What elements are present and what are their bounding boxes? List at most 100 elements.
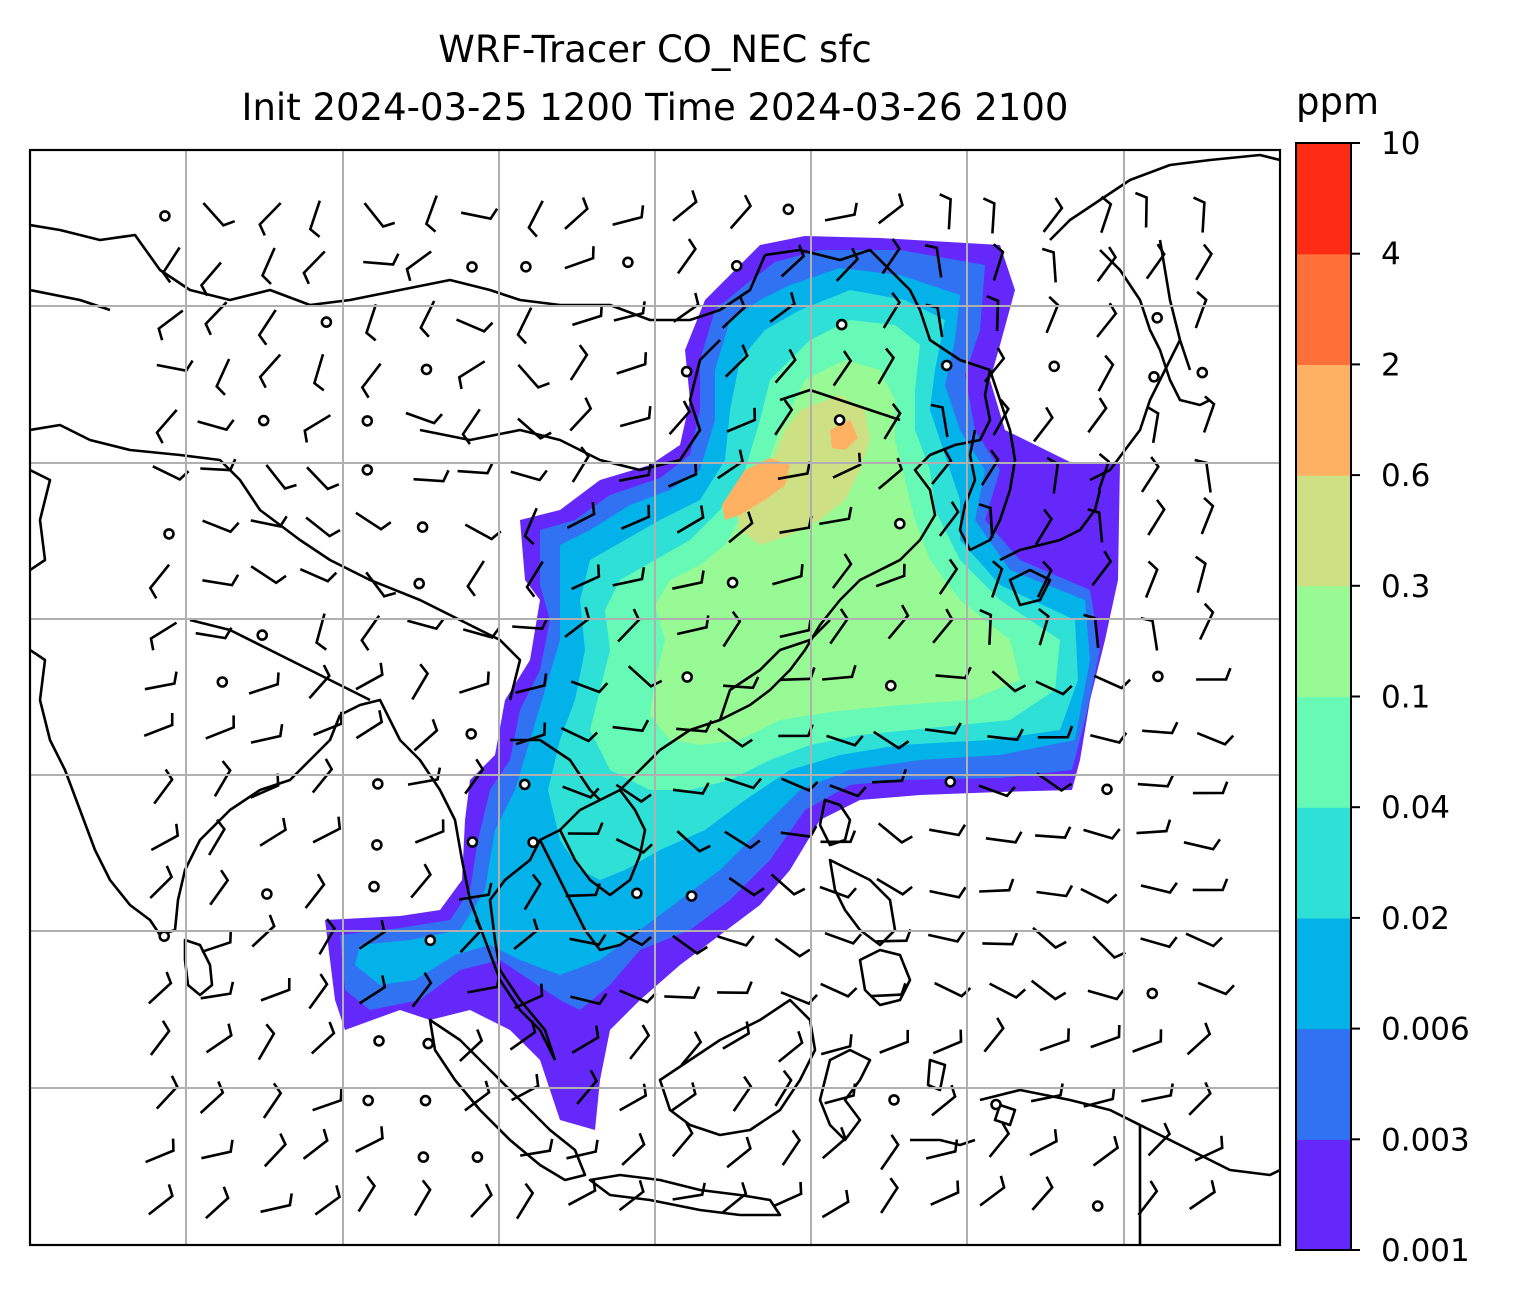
wind-barb — [202, 202, 236, 227]
wind-barb — [260, 247, 276, 285]
wind-barb — [205, 1023, 233, 1054]
wind-barb — [567, 1178, 597, 1206]
wind-barb — [560, 726, 599, 743]
wind-barb — [363, 202, 396, 229]
wind-barb — [1194, 1135, 1224, 1162]
wind-barb — [672, 782, 710, 795]
wind-barb — [1035, 826, 1072, 839]
wind-barb — [305, 516, 341, 538]
wind-barb — [161, 246, 181, 284]
calm-wind-marker — [361, 464, 374, 476]
wind-barb — [1037, 725, 1074, 739]
wind-barb — [312, 353, 325, 392]
calm-wind-marker — [216, 676, 229, 688]
calm-wind-marker — [422, 1037, 435, 1050]
wind-barb — [145, 1138, 175, 1164]
wind-barb — [1097, 452, 1111, 491]
wind-barb — [1089, 731, 1128, 744]
wind-barb — [466, 560, 485, 597]
wind-barb — [871, 982, 907, 998]
wind-barb — [774, 399, 794, 436]
calm-wind-marker — [681, 671, 694, 683]
wind-barb — [565, 883, 601, 898]
wind-barb — [978, 503, 994, 538]
wind-barb — [983, 1017, 1005, 1053]
wind-barb — [728, 876, 765, 897]
wind-barb — [523, 873, 542, 911]
wind-barb — [979, 608, 993, 645]
wind-barb — [519, 1138, 554, 1157]
wind-barb — [250, 515, 288, 528]
wind-barb — [1140, 936, 1178, 949]
wind-barb — [1134, 191, 1148, 228]
wind-barb — [672, 934, 709, 955]
wind-barb — [413, 469, 450, 483]
wind-barb — [213, 760, 232, 797]
wind-barb — [1196, 731, 1235, 746]
wind-barb — [1083, 1086, 1116, 1108]
wind-barb — [1188, 1180, 1216, 1211]
wind-barb — [149, 865, 174, 899]
wind-barb — [877, 822, 913, 844]
wind-barb — [315, 613, 328, 651]
wind-barb — [769, 291, 796, 323]
calm-wind-marker — [940, 359, 953, 372]
wind-barb — [877, 193, 904, 225]
calm-wind-marker — [527, 836, 539, 849]
wind-barb — [676, 830, 711, 853]
wind-barb — [1147, 1122, 1172, 1157]
wind-barb — [570, 993, 608, 1006]
wind-barb — [938, 501, 960, 537]
calm-wind-marker — [465, 728, 478, 740]
wind-barb — [664, 986, 701, 1000]
wind-barb — [924, 243, 943, 278]
wind-barb — [205, 1186, 230, 1220]
wind-barb — [149, 1020, 171, 1056]
wind-barb — [1096, 302, 1118, 338]
colorbar-segment — [1296, 253, 1351, 365]
wind-barb — [572, 303, 604, 327]
wind-barb — [887, 604, 910, 640]
calm-wind-marker — [1148, 370, 1160, 383]
wind-barb — [1032, 926, 1067, 950]
wind-barb — [413, 1179, 432, 1217]
wind-barb — [516, 307, 533, 345]
wind-barb — [1036, 560, 1053, 598]
wind-barb — [263, 1133, 287, 1168]
wind-barb — [510, 1073, 540, 1102]
wind-barb — [680, 1030, 703, 1066]
wind-barb — [197, 419, 235, 432]
calm-wind-marker — [362, 1094, 375, 1107]
wind-barb — [1091, 550, 1113, 587]
wind-barb — [1080, 887, 1118, 904]
wind-barb — [930, 1180, 960, 1206]
wind-barb — [260, 1193, 293, 1214]
wind-barb — [258, 202, 282, 236]
wind-barb — [143, 713, 174, 738]
wind-barb — [1083, 828, 1121, 840]
wind-barb — [672, 1182, 706, 1201]
wind-barb — [312, 1088, 343, 1112]
wind-barb — [1035, 680, 1073, 696]
wind-barb — [509, 1020, 537, 1051]
calm-wind-marker — [261, 888, 273, 900]
wind-barb — [924, 722, 962, 735]
wind-barb — [1183, 838, 1221, 851]
wind-barb — [732, 1075, 753, 1112]
wind-barb — [1029, 1129, 1058, 1157]
wind-barb — [407, 767, 442, 786]
calm-wind-marker — [424, 934, 437, 947]
wind-barb — [824, 202, 858, 222]
wind-barb — [457, 461, 494, 475]
colorbar-tick-label: 0.3 — [1381, 569, 1430, 605]
wind-barb — [774, 348, 797, 384]
wind-barb — [726, 407, 757, 433]
wind-barb — [314, 1185, 341, 1216]
wind-barb — [1140, 881, 1178, 894]
wind-barb — [1144, 560, 1159, 598]
wind-barb — [566, 501, 596, 529]
wind-barb — [512, 617, 549, 631]
wind-barb — [930, 403, 949, 438]
wind-barb — [462, 627, 501, 639]
